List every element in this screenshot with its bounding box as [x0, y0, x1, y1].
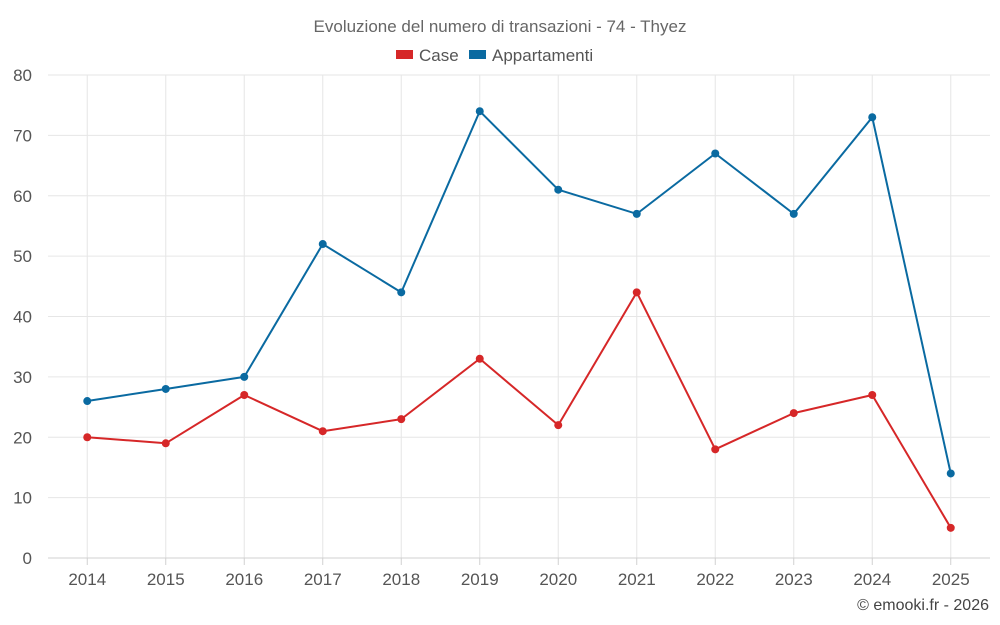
- x-tick-label-2019: 2019: [461, 570, 499, 589]
- y-tick-label-70: 70: [13, 126, 32, 145]
- y-tick-label-20: 20: [13, 428, 32, 447]
- chart-title: Evoluzione del numero di transazioni - 7…: [314, 17, 687, 36]
- point-appartamenti-2025[interactable]: [946, 469, 955, 478]
- legend: Case Appartamenti: [396, 46, 593, 65]
- y-tick-label-0: 0: [23, 549, 32, 568]
- point-appartamenti-2018[interactable]: [397, 288, 406, 297]
- point-appartamenti-2014[interactable]: [83, 397, 92, 406]
- y-tick-label-80: 80: [13, 66, 32, 85]
- series-line-appartamenti: [87, 110, 952, 474]
- point-case-2018[interactable]: [397, 415, 406, 424]
- credit-text: © emooki.fr - 2026: [857, 597, 989, 614]
- point-case-2015[interactable]: [161, 439, 170, 448]
- x-tick-label-2016: 2016: [225, 570, 263, 589]
- series-group: [83, 107, 955, 532]
- point-case-2025[interactable]: [946, 523, 955, 532]
- point-case-2016[interactable]: [240, 390, 249, 399]
- x-tick-label-2017: 2017: [304, 570, 342, 589]
- x-tick-label-2015: 2015: [147, 570, 185, 589]
- x-tick-label-2018: 2018: [382, 570, 420, 589]
- y-tick-label-10: 10: [13, 489, 32, 508]
- point-appartamenti-2016[interactable]: [240, 372, 249, 381]
- y-tick-label-40: 40: [13, 308, 32, 327]
- x-tick-label-2022: 2022: [696, 570, 734, 589]
- point-case-2021[interactable]: [632, 288, 641, 297]
- point-case-2019[interactable]: [475, 354, 484, 363]
- y-tick-label-50: 50: [13, 247, 32, 266]
- y-tick-label-30: 30: [13, 368, 32, 387]
- legend-label-appartamenti[interactable]: Appartamenti: [492, 46, 593, 65]
- x-tick-label-2023: 2023: [775, 570, 813, 589]
- gridlines: [48, 74, 990, 559]
- y-tick-label-60: 60: [13, 187, 32, 206]
- legend-swatch-appartamenti: [469, 50, 486, 59]
- point-appartamenti-2017[interactable]: [318, 240, 327, 249]
- y-axis: 0 10 20 30 40 50 60 70 80: [13, 66, 32, 568]
- point-case-2024[interactable]: [868, 390, 877, 399]
- x-tick-label-2020: 2020: [539, 570, 577, 589]
- point-appartamenti-2022[interactable]: [711, 149, 720, 158]
- series-line-case: [87, 291, 952, 529]
- point-case-2022[interactable]: [711, 445, 720, 454]
- point-appartamenti-2020[interactable]: [554, 185, 563, 194]
- legend-swatch-case: [396, 50, 413, 59]
- point-appartamenti-2024[interactable]: [868, 113, 877, 122]
- point-appartamenti-2021[interactable]: [632, 209, 641, 218]
- x-axis: 2014 2015 2016 2017 2018 2019 2020 2021 2022 2023…: [48, 557, 990, 589]
- x-tick-label-2024: 2024: [853, 570, 891, 589]
- x-tick-label-2021: 2021: [618, 570, 656, 589]
- x-tick-label-2014: 2014: [68, 570, 106, 589]
- legend-label-case[interactable]: Case: [419, 46, 459, 65]
- point-appartamenti-2019[interactable]: [475, 107, 484, 116]
- point-case-2017[interactable]: [318, 427, 327, 436]
- point-case-2023[interactable]: [789, 409, 798, 418]
- point-case-2014[interactable]: [83, 433, 92, 442]
- point-appartamenti-2015[interactable]: [161, 384, 170, 393]
- x-tick-label-2025: 2025: [932, 570, 970, 589]
- point-case-2020[interactable]: [554, 421, 563, 430]
- point-appartamenti-2023[interactable]: [789, 209, 798, 218]
